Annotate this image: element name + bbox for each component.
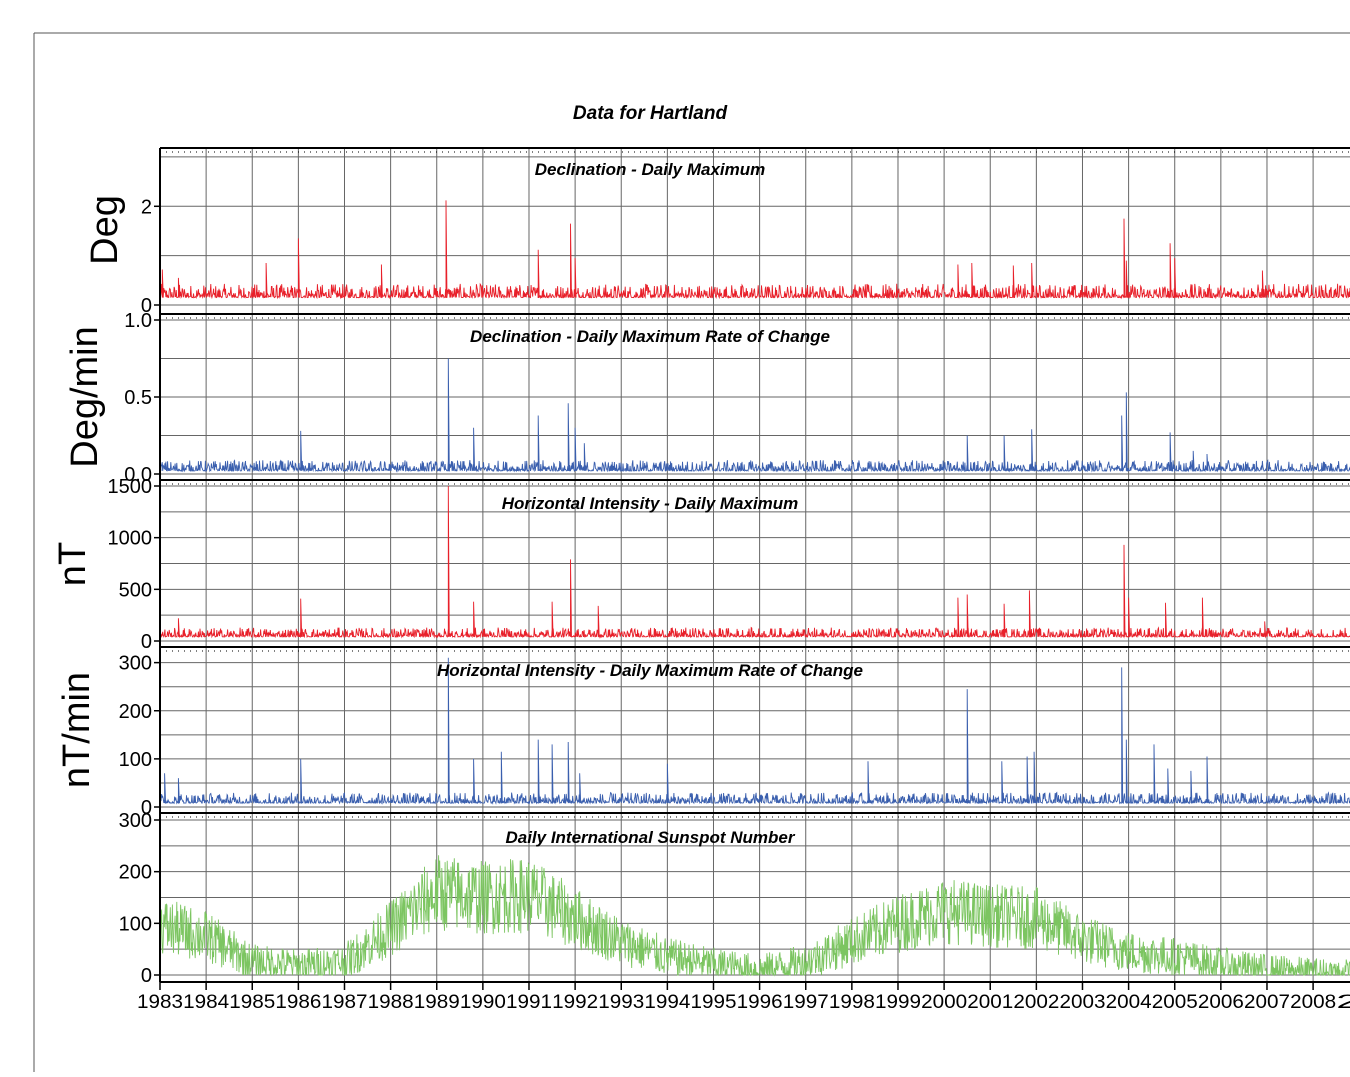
x-tick-label: 2006 xyxy=(1198,992,1244,1013)
x-tick-label: 1996 xyxy=(737,992,783,1013)
x-tick-label: 1985 xyxy=(229,992,275,1013)
x-tick-label: 1998 xyxy=(829,992,875,1013)
x-tick-label: 2001 xyxy=(967,992,1013,1013)
x-tick-label: 2003 xyxy=(1059,992,1105,1013)
figure-title: Data for Hartland xyxy=(573,103,728,124)
chart-panels: 0 2 Declination - Daily Maximum Deg 0.0 0.5 1.… xyxy=(52,147,1350,987)
panel-5: 0 100 200 300 Daily International Sunspot Nu… xyxy=(119,810,1350,987)
y-tick-label: 1500 xyxy=(108,476,153,498)
y-tick-label: 2 xyxy=(141,196,152,218)
panel-title: Declination - Daily Maximum xyxy=(535,160,766,179)
x-tick-label: 1994 xyxy=(644,992,690,1013)
x-tick-label: 20 xyxy=(1336,992,1350,1013)
y-tick-label: 200 xyxy=(119,862,152,884)
panel-title: Horizontal Intensity - Daily Maximum Rat… xyxy=(437,661,863,680)
panel-1: 0 2 Declination - Daily Maximum Deg xyxy=(84,147,1350,317)
panel-title: Daily International Sunspot Number xyxy=(505,828,795,847)
y-tick-label: 100 xyxy=(119,749,152,771)
x-tick-label: 1988 xyxy=(368,992,414,1013)
x-tick-label: 1995 xyxy=(690,992,736,1013)
y-axis-label: nT/min xyxy=(56,672,98,788)
x-tick-label: 2000 xyxy=(921,992,967,1013)
y-tick-label: 200 xyxy=(119,701,152,723)
x-tick-label: 1989 xyxy=(414,992,460,1013)
x-tick-label: 2007 xyxy=(1244,992,1290,1013)
y-tick-label: 0.0 xyxy=(124,464,152,486)
y-tick-label: 0 xyxy=(141,965,152,987)
x-tick-label: 1983 xyxy=(137,992,183,1013)
x-tick-label: 2008 xyxy=(1290,992,1336,1013)
y-tick-label: 300 xyxy=(119,653,152,675)
panel-title: Declination - Daily Maximum Rate of Chan… xyxy=(470,327,830,346)
x-tick-label: 1993 xyxy=(598,992,644,1013)
y-tick-label: 300 xyxy=(119,810,152,832)
x-tick-label: 1984 xyxy=(183,992,229,1013)
x-tick-label: 1991 xyxy=(506,992,552,1013)
x-tick-label: 1992 xyxy=(552,992,598,1013)
x-tick-label: 1999 xyxy=(875,992,921,1013)
panel-3: 0 500 1000 1500 Horizontal Intensity - Daily… xyxy=(52,476,1350,653)
panel-title: Horizontal Intensity - Daily Maximum xyxy=(502,494,799,513)
panel-4: 0 100 200 300 Horizontal Intensity - Daily M… xyxy=(56,646,1350,819)
panel-2: 0.0 0.5 1.0 Declination - Daily Maximum Rat… xyxy=(64,310,1350,486)
y-tick-label: 1000 xyxy=(108,528,153,550)
x-tick-label: 1987 xyxy=(321,992,367,1013)
x-tick-label: 2005 xyxy=(1152,992,1198,1013)
y-tick-label: 1.0 xyxy=(124,310,152,332)
y-axis-label: Deg/min xyxy=(64,326,106,468)
x-tick-label: 1997 xyxy=(783,992,829,1013)
x-tick-label: 1990 xyxy=(460,992,506,1013)
y-tick-label: 0 xyxy=(141,295,152,317)
x-tick-label: 2002 xyxy=(1013,992,1059,1013)
x-axis: 1983 1984 1985 1986 1987 1988 1989 1990 1991 1992… xyxy=(137,981,1350,1013)
y-tick-label: 100 xyxy=(119,913,152,935)
y-axis-label: nT xyxy=(52,542,94,586)
y-tick-label: 0.5 xyxy=(124,387,152,409)
series-line xyxy=(159,358,1350,473)
series-line xyxy=(159,657,1350,805)
series-line xyxy=(159,855,1350,977)
y-axis-label: Deg xyxy=(84,195,126,265)
y-tick-label: 0 xyxy=(141,797,152,819)
series-line xyxy=(159,485,1350,639)
y-tick-label: 500 xyxy=(119,579,152,601)
x-tick-label: 2004 xyxy=(1106,992,1152,1013)
y-tick-label: 0 xyxy=(141,631,152,653)
series-line xyxy=(159,200,1350,300)
x-tick-label: 1986 xyxy=(275,992,321,1013)
